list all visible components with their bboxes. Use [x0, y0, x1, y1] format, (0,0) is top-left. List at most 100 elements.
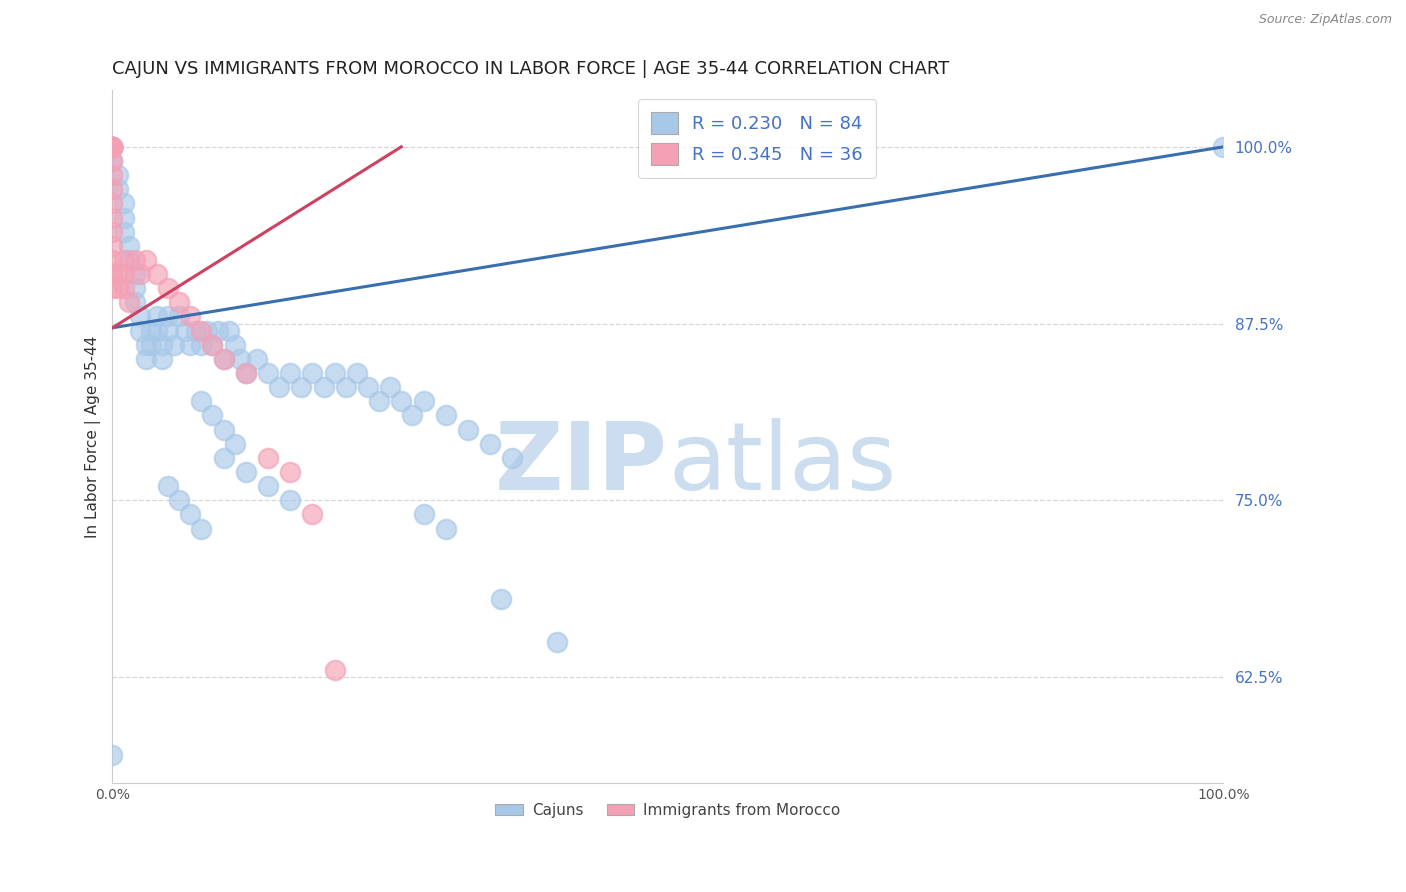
Point [290, 380, 312, 394]
Point [101, 153, 124, 168]
Point [312, 380, 335, 394]
Point [124, 295, 146, 310]
Point [173, 324, 195, 338]
Point [257, 366, 280, 380]
Point [129, 267, 152, 281]
Point [246, 351, 269, 366]
Point [152, 351, 174, 366]
Point [457, 423, 479, 437]
Point [201, 337, 224, 351]
Point [146, 267, 169, 281]
Point [401, 409, 423, 423]
Point [179, 508, 201, 522]
Legend: Cajuns, Immigrants from Morocco: Cajuns, Immigrants from Morocco [489, 797, 846, 824]
Point [141, 324, 163, 338]
Point [491, 592, 513, 607]
Text: ZIP: ZIP [495, 418, 668, 510]
Point [107, 281, 129, 295]
Point [112, 252, 135, 267]
Point [357, 380, 380, 394]
Point [107, 168, 129, 182]
Point [218, 324, 240, 338]
Point [141, 337, 163, 351]
Point [129, 324, 152, 338]
Point [101, 211, 124, 225]
Point [112, 211, 135, 225]
Point [190, 324, 212, 338]
Y-axis label: In Labor Force | Age 35-44: In Labor Force | Age 35-44 [86, 335, 101, 538]
Point [101, 153, 124, 168]
Point [323, 663, 346, 677]
Text: atlas: atlas [668, 418, 896, 510]
Point [190, 522, 212, 536]
Point [167, 295, 190, 310]
Point [412, 508, 434, 522]
Point [267, 380, 290, 394]
Point [190, 337, 212, 351]
Point [112, 196, 135, 211]
Point [501, 450, 523, 465]
Point [101, 196, 124, 211]
Point [156, 310, 179, 324]
Point [101, 140, 124, 154]
Point [301, 508, 323, 522]
Point [152, 337, 174, 351]
Point [101, 140, 124, 154]
Point [479, 436, 502, 450]
Point [323, 366, 346, 380]
Point [101, 140, 124, 154]
Point [229, 351, 252, 366]
Point [434, 409, 457, 423]
Point [124, 252, 146, 267]
Point [167, 493, 190, 508]
Point [101, 182, 124, 196]
Point [146, 324, 169, 338]
Point [184, 324, 207, 338]
Point [101, 140, 124, 154]
Point [301, 366, 323, 380]
Point [112, 281, 135, 295]
Point [389, 394, 412, 409]
Point [434, 522, 457, 536]
Point [335, 380, 357, 394]
Point [118, 252, 141, 267]
Point [212, 423, 235, 437]
Point [118, 295, 141, 310]
Point [235, 465, 257, 479]
Point [257, 450, 280, 465]
Point [129, 310, 152, 324]
Point [278, 493, 301, 508]
Point [101, 140, 124, 154]
Point [412, 394, 434, 409]
Point [156, 324, 179, 338]
Point [201, 409, 224, 423]
Point [124, 267, 146, 281]
Point [368, 394, 391, 409]
Point [224, 436, 246, 450]
Point [179, 310, 201, 324]
Point [146, 310, 169, 324]
Point [135, 252, 157, 267]
Point [101, 168, 124, 182]
Point [101, 140, 124, 154]
Point [212, 450, 235, 465]
Point [235, 366, 257, 380]
Point [207, 324, 229, 338]
Point [224, 337, 246, 351]
Point [546, 634, 568, 648]
Point [101, 140, 124, 154]
Point [101, 252, 124, 267]
Point [101, 140, 124, 154]
Point [112, 267, 135, 281]
Point [346, 366, 368, 380]
Point [257, 479, 280, 493]
Point [278, 366, 301, 380]
Point [118, 239, 141, 253]
Point [156, 479, 179, 493]
Point [101, 747, 124, 762]
Point [167, 310, 190, 324]
Point [112, 225, 135, 239]
Point [135, 351, 157, 366]
Point [101, 225, 124, 239]
Point [212, 351, 235, 366]
